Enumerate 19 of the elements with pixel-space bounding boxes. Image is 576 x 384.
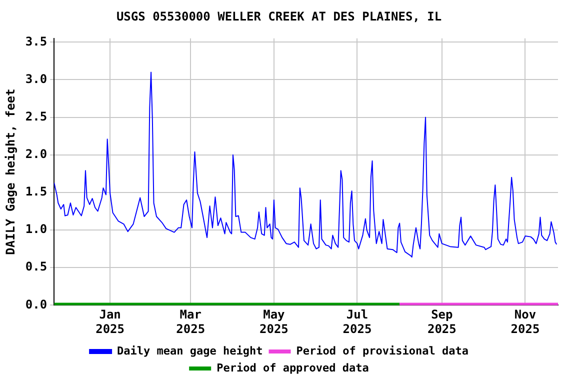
x-tick-label: Jan 2025 bbox=[96, 308, 125, 336]
x-tick-label: Sep 2025 bbox=[427, 308, 456, 336]
x-tick-label: Jul 2025 bbox=[342, 308, 372, 336]
x-tick-label: May 2025 bbox=[259, 308, 288, 336]
legend-label: Daily mean gage height bbox=[117, 344, 263, 358]
y-tick-label: 1.0 bbox=[25, 222, 48, 236]
legend-label: Period of approved data bbox=[216, 361, 369, 374]
y-tick-label: 2.0 bbox=[25, 147, 48, 162]
y-tick-label: 3.0 bbox=[25, 72, 48, 86]
chart-title: USGS 05530000 WELLER CREEK AT DES PLAINES, IL bbox=[116, 9, 442, 24]
legend-label: Period of provisional data bbox=[296, 344, 468, 358]
y-tick-label: 0.5 bbox=[25, 260, 48, 274]
y-tick-label: 2.5 bbox=[25, 109, 48, 124]
y-axis-title: DAILY Gage height, feet bbox=[3, 88, 18, 255]
y-tick-label: 0.0 bbox=[25, 297, 48, 312]
x-tick-label: Mar 2025 bbox=[176, 308, 206, 336]
y-tick-label: 1.5 bbox=[25, 184, 48, 199]
x-tick-label: Nov 2025 bbox=[510, 308, 540, 336]
y-tick-label: 3.5 bbox=[25, 34, 48, 48]
